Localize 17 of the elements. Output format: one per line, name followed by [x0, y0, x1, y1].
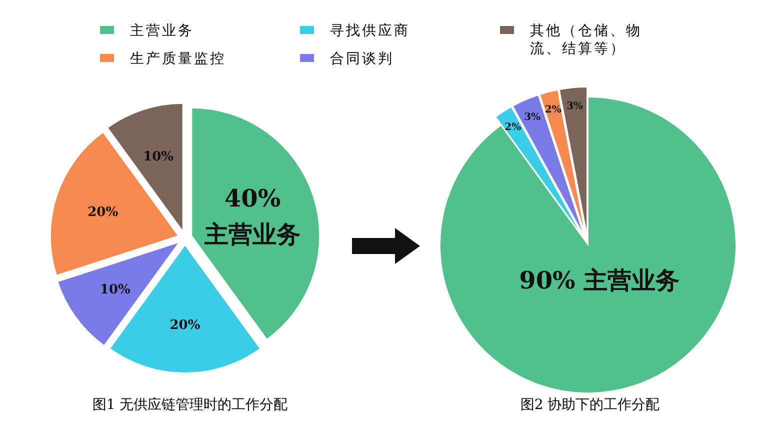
legend-label: 其他（仓储、物流、结算等）: [530, 22, 643, 58]
legend-label: 生产质量监控: [130, 50, 227, 68]
data-label: 2%: [504, 122, 522, 134]
data-label: 40% 主营业务: [204, 183, 301, 248]
data-label: 10%: [100, 282, 131, 298]
data-label: 3%: [524, 112, 542, 123]
data-label: 10%: [143, 149, 174, 164]
text: 图1 无供应链管理时的工作分配: [91, 396, 289, 414]
data-label: 90% 主营业务: [519, 266, 680, 295]
legend-label: 合同谈判: [330, 50, 395, 68]
data-label: 20%: [88, 204, 119, 220]
legend-label: 主营业务: [130, 22, 195, 40]
data-label: 20%: [170, 318, 201, 333]
legend-label: 寻找供应商: [330, 22, 411, 40]
data-label: 3%: [566, 100, 584, 112]
data-label: 2%: [544, 104, 562, 116]
text: 图2 协助下的工作分配: [519, 396, 661, 414]
